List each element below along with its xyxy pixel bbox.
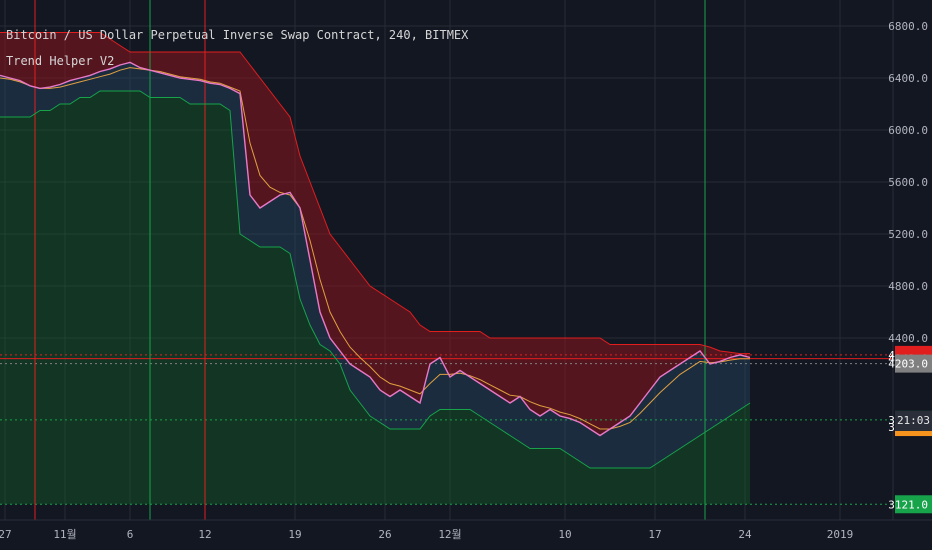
- y-tick-label: 5200.0: [888, 228, 928, 241]
- x-tick-label: 11월: [53, 528, 76, 541]
- x-tick-label: 27: [0, 528, 12, 541]
- price-badge-label: 4203.0: [888, 358, 928, 371]
- y-tick-label: 6000.0: [888, 124, 928, 137]
- x-tick-label: 12월: [438, 528, 461, 541]
- y-tick-label: 4800.0: [888, 280, 928, 293]
- y-tick-label: 5600.0: [888, 176, 928, 189]
- range-zone: [0, 62, 750, 469]
- upper-band-line: [0, 32, 750, 355]
- price-badge: 4203.0: [888, 354, 932, 373]
- y-tick-label: 4400.0: [888, 332, 928, 345]
- x-tick-label: 19: [288, 528, 301, 541]
- price-badge-label: 3121.0: [888, 498, 928, 511]
- x-tick-label: 2019: [827, 528, 854, 541]
- time-axis: [0, 520, 932, 550]
- moving-average-line: [0, 67, 750, 430]
- lower-band-line: [0, 90, 751, 469]
- symbol-title: Bitcoin / US Dollar Perpetual Inverse Sw…: [6, 28, 469, 42]
- y-tick-label: 6800.0: [888, 20, 928, 33]
- bullish-zone: [0, 91, 750, 505]
- x-tick-label: 26: [378, 528, 391, 541]
- x-tick-label: 12: [198, 528, 211, 541]
- y-tick-label: 6400.0: [888, 72, 928, 85]
- price-badge-bg: [895, 495, 932, 514]
- x-tick-label: 10: [558, 528, 571, 541]
- price-line: [0, 61, 751, 437]
- indicator-name: Trend Helper V2: [6, 54, 115, 68]
- price-axis: [893, 0, 932, 550]
- x-tick-label: 17: [648, 528, 661, 541]
- bar-countdown: 21:03: [895, 411, 932, 431]
- price-badge: 3121.0: [888, 495, 932, 514]
- x-tick-label: 6: [127, 528, 134, 541]
- chart-legend: Bitcoin / US Dollar Perpetual Inverse Sw…: [6, 22, 468, 74]
- price-badge-bg: [895, 354, 932, 373]
- x-tick-label: 24: [738, 528, 752, 541]
